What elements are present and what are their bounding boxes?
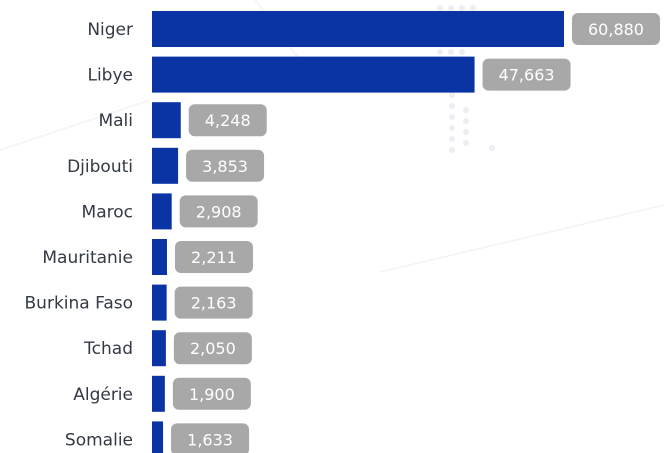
bar <box>152 330 166 367</box>
value-label-pill <box>179 195 258 228</box>
decor-dot <box>448 49 454 55</box>
value-label: 2,163 <box>191 294 237 313</box>
decor-dot <box>449 114 455 120</box>
decor-line <box>379 204 664 273</box>
bar <box>152 239 167 275</box>
value-label: 2,050 <box>190 339 236 358</box>
decor-dot <box>449 103 455 109</box>
category-label: Burkina Faso <box>25 294 133 314</box>
value-label-pill <box>174 241 253 273</box>
decor-dot <box>463 118 469 124</box>
value-label-pill <box>572 13 660 45</box>
category-label: Libye <box>87 66 133 86</box>
category-label: Somalie <box>65 430 133 450</box>
category-label: Tchad <box>83 339 133 359</box>
value-label-pill <box>173 332 252 365</box>
bar <box>152 193 172 230</box>
value-label: 2,211 <box>191 248 237 267</box>
decor-dot <box>449 136 455 142</box>
value-label: 47,663 <box>499 66 555 85</box>
decor-dot <box>459 49 465 55</box>
value-label: 2,908 <box>196 202 242 221</box>
bar <box>152 56 475 93</box>
value-label-pill <box>172 377 251 410</box>
decor-dot <box>459 5 465 11</box>
value-label: 1,633 <box>187 430 233 449</box>
bars-group: Niger 60,880 Libye 47,663 Mali 4,248 Djibouti 3… <box>25 11 660 453</box>
decor-dot <box>489 145 495 151</box>
decor-dot <box>449 92 455 98</box>
value-label: 1,900 <box>189 385 235 404</box>
value-label: 4,248 <box>205 111 251 130</box>
bar <box>152 284 167 321</box>
category-label: Mauritanie <box>42 248 133 268</box>
value-label: 60,880 <box>588 20 644 39</box>
decor-dot <box>449 125 455 131</box>
decor-line <box>0 99 151 151</box>
decor-dot <box>470 5 476 11</box>
decor-dot <box>463 140 469 146</box>
decor-dot <box>437 49 443 55</box>
category-label: Mali <box>98 111 133 131</box>
bar <box>152 147 179 184</box>
bar <box>152 102 181 139</box>
category-label: Djibouti <box>67 157 133 177</box>
value-label-pill <box>482 58 571 91</box>
decor-dot <box>448 5 454 11</box>
category-label: Niger <box>87 20 133 40</box>
value-label-pill <box>174 286 253 319</box>
value-label-pill <box>171 423 250 453</box>
bar <box>152 421 164 453</box>
decor-dot <box>449 147 455 153</box>
decor-dot <box>437 5 443 11</box>
value-label: 3,853 <box>202 157 248 176</box>
bar <box>152 11 564 47</box>
decor-dot <box>463 129 469 135</box>
category-label: Maroc <box>82 202 133 222</box>
category-label: Algérie <box>73 385 133 405</box>
value-label-pill <box>186 149 265 182</box>
bar <box>152 375 165 412</box>
decor-dot <box>463 107 469 113</box>
value-label-pill <box>188 104 267 137</box>
